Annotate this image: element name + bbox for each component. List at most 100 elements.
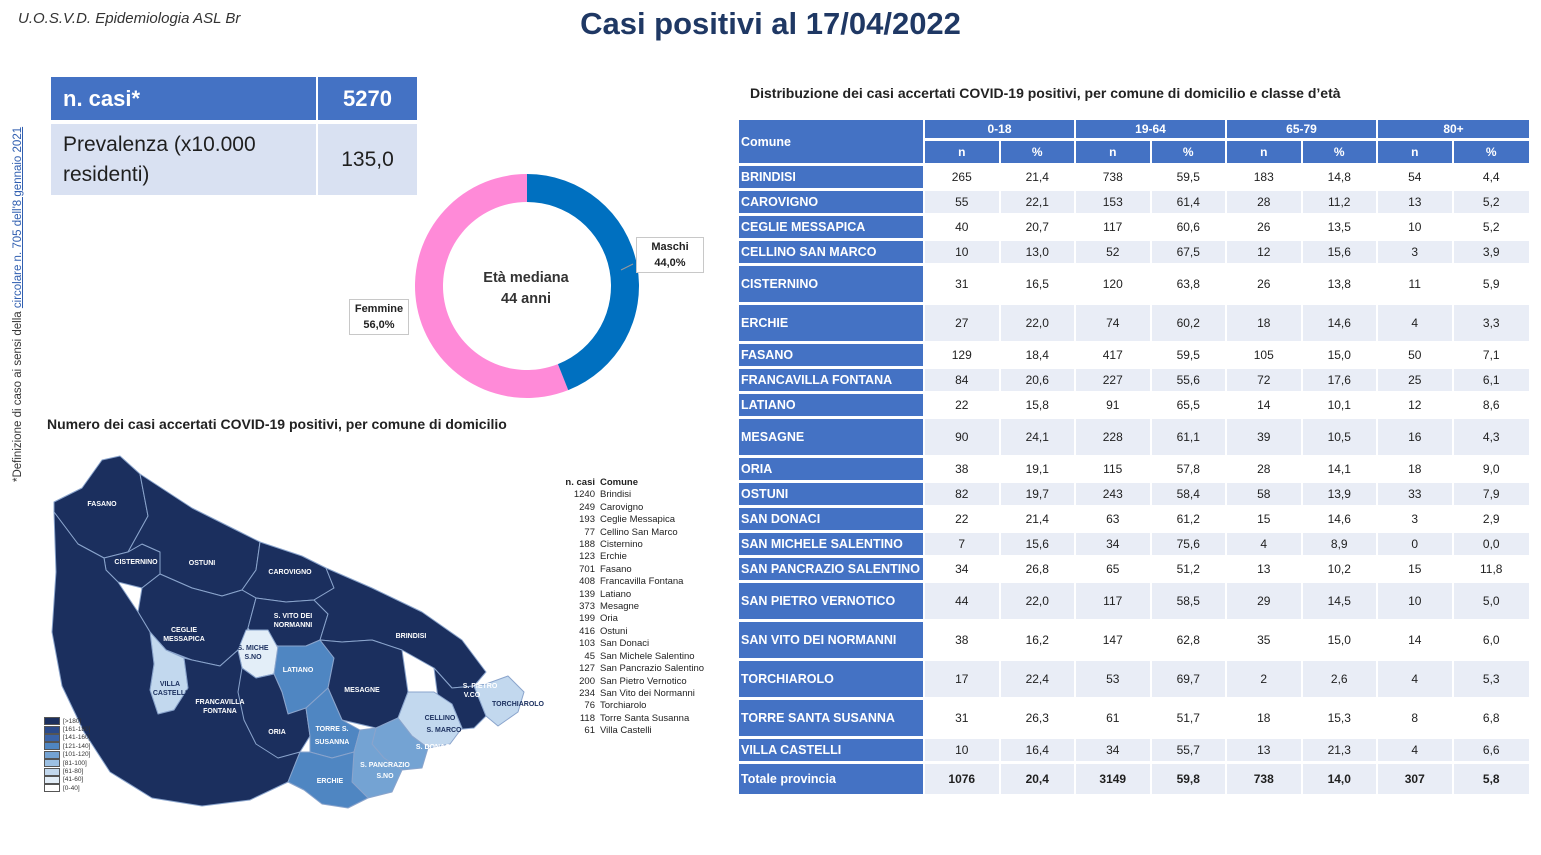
cell-pct: 3,3 bbox=[1453, 305, 1529, 344]
row-comune: CEGLIE MESSAPICA bbox=[739, 216, 925, 241]
map-case-list: n. casi Comune 1240 Brindisi 249 Carovigno 1… bbox=[565, 477, 704, 738]
row-comune: LATIANO bbox=[739, 394, 925, 419]
legend-label: [81-100] bbox=[63, 759, 87, 767]
cell-pct: 14,5 bbox=[1302, 583, 1378, 622]
cell-n: 10 bbox=[1378, 583, 1454, 622]
cell-n: 227 bbox=[1076, 369, 1152, 394]
cell-n: 105 bbox=[1227, 344, 1303, 369]
map-list-comune: Cisternino bbox=[600, 539, 643, 551]
footnote-link[interactable]: circolare n. 705 dell'8 gennaio 2021 bbox=[12, 126, 24, 309]
legend-swatch bbox=[44, 717, 60, 726]
cell-n: 120 bbox=[1076, 266, 1152, 305]
cell-n: 3 bbox=[1378, 241, 1454, 266]
prevalence-value: 135,0 bbox=[318, 124, 417, 195]
map-list-count: 45 bbox=[584, 650, 595, 662]
cell-pct: 9,0 bbox=[1453, 458, 1529, 483]
row-comune: CISTERNINO bbox=[739, 266, 925, 305]
map-list-comune: San Michele Salentino bbox=[600, 650, 695, 662]
cell-n: 22 bbox=[925, 394, 1001, 419]
cell-n: 17 bbox=[925, 661, 1001, 700]
group-0-18: 0-18 bbox=[925, 120, 1076, 141]
page-title: Casi positivi al 17/04/2022 bbox=[580, 6, 961, 41]
map-list-count: 200 bbox=[579, 675, 595, 687]
map-label-smichele-2: S.NO bbox=[244, 654, 262, 661]
cell-pct: 0,0 bbox=[1453, 533, 1529, 558]
cell-n: 82 bbox=[925, 483, 1001, 508]
cell-n: 90 bbox=[925, 419, 1001, 458]
cell-pct: 24,1 bbox=[1000, 419, 1076, 458]
map-list-count: 416 bbox=[579, 625, 595, 637]
cell-n: 31 bbox=[925, 700, 1001, 739]
map-list-count: 234 bbox=[579, 687, 595, 699]
cell-n: 12 bbox=[1378, 394, 1454, 419]
subheader-pct: % bbox=[1453, 141, 1529, 166]
cell-n: 27 bbox=[925, 305, 1001, 344]
cell-n: 10 bbox=[925, 739, 1001, 764]
map-label-mesagne: MESAGNE bbox=[344, 687, 380, 694]
footnote-text: *Definizione di caso ai sensi della bbox=[12, 308, 24, 482]
map-list-count: 1240 bbox=[573, 489, 595, 501]
map-region-torchiarolo bbox=[473, 675, 525, 727]
cell-pct: 6,6 bbox=[1453, 739, 1529, 764]
map-list-item: 234 San Vito dei Normanni bbox=[565, 688, 704, 700]
prevalence-label-line2: residenti) bbox=[63, 162, 150, 186]
total-pct: 20,4 bbox=[1000, 764, 1076, 797]
map-label-svito-1: S. VITO DEI bbox=[274, 613, 312, 620]
cell-n: 39 bbox=[1227, 419, 1303, 458]
map-label-torchiarolo: TORCHIAROLO bbox=[492, 701, 545, 708]
map-list-comune: Cellino San Marco bbox=[600, 526, 678, 538]
cell-n: 53 bbox=[1076, 661, 1152, 700]
donut-center-label: Età mediana 44 anni bbox=[446, 268, 606, 310]
cell-pct: 16,2 bbox=[1000, 622, 1076, 661]
table-row: FRANCAVILLA FONTANA 84 20,6 227 55,6 72 17,6 25… bbox=[739, 369, 1537, 394]
map-list-item: 200 San Pietro Vernotico bbox=[565, 676, 704, 688]
cell-pct: 58,5 bbox=[1151, 583, 1227, 622]
male-value: 44,0% bbox=[654, 257, 686, 269]
map-list-comune: Brindisi bbox=[600, 489, 632, 501]
cell-n: 129 bbox=[925, 344, 1001, 369]
row-comune: TORRE SANTA SUSANNA bbox=[739, 700, 925, 739]
cell-n: 38 bbox=[925, 458, 1001, 483]
map-list-item: 61 Villa Castelli bbox=[565, 725, 704, 737]
table-header: Comune 0-18 19-64 65-79 80+ n% n% n% n% bbox=[739, 120, 1537, 166]
group-header-row: 0-18 19-64 65-79 80+ bbox=[925, 120, 1529, 141]
legend-swatch bbox=[44, 750, 60, 759]
cell-pct: 51,7 bbox=[1151, 700, 1227, 739]
legend-label: [101-120] bbox=[63, 751, 91, 759]
map-list-comune: Mesagne bbox=[600, 601, 640, 613]
table-row: SAN PANCRAZIO SALENTINO 34 26,8 65 51,2 13 10,… bbox=[739, 558, 1537, 583]
row-comune: VILLA CASTELLI bbox=[739, 739, 925, 764]
cell-pct: 5,3 bbox=[1453, 661, 1529, 700]
table-row: OSTUNI 82 19,7 243 58,4 58 13,9 33 7,9 bbox=[739, 483, 1537, 508]
legend-label: [161-180] bbox=[63, 726, 91, 734]
col-groups: 0-18 19-64 65-79 80+ n% n% n% n% bbox=[925, 120, 1529, 166]
cell-pct: 20,7 bbox=[1000, 216, 1076, 241]
table-body: BRINDISI 265 21,4 738 59,5 183 14,8 54 4,4 CAROVI… bbox=[739, 166, 1537, 797]
map-label-villa-2: CASTELLI bbox=[153, 690, 187, 697]
map-list-count: 103 bbox=[579, 638, 595, 650]
cell-pct: 13,9 bbox=[1302, 483, 1378, 508]
cell-pct: 62,8 bbox=[1151, 622, 1227, 661]
cell-n: 0 bbox=[1378, 533, 1454, 558]
prevalence-label: Prevalenza (x10.000 residenti) bbox=[51, 124, 316, 195]
cell-pct: 14,8 bbox=[1302, 166, 1378, 191]
cell-n: 417 bbox=[1076, 344, 1152, 369]
table-row: ORIA 38 19,1 115 57,8 28 14,1 18 9,0 bbox=[739, 458, 1537, 483]
cell-n: 34 bbox=[1076, 739, 1152, 764]
cell-n: 7 bbox=[925, 533, 1001, 558]
cases-label: n. casi* bbox=[51, 77, 316, 120]
cell-pct: 2,6 bbox=[1302, 661, 1378, 700]
cell-pct: 26,3 bbox=[1000, 700, 1076, 739]
map-list-count: 118 bbox=[579, 712, 595, 724]
cell-pct: 22,4 bbox=[1000, 661, 1076, 700]
cell-n: 18 bbox=[1227, 700, 1303, 739]
cell-n: 28 bbox=[1227, 191, 1303, 216]
table-row: VILLA CASTELLI 10 16,4 34 55,7 13 21,3 4 6,6 bbox=[739, 739, 1537, 764]
cell-n: 228 bbox=[1076, 419, 1152, 458]
map-list-comune: Torchiarolo bbox=[600, 700, 647, 712]
cell-n: 26 bbox=[1227, 266, 1303, 305]
map-list-item: 408 Francavilla Fontana bbox=[565, 576, 704, 588]
cell-n: 243 bbox=[1076, 483, 1152, 508]
row-comune: SAN VITO DEI NORMANNI bbox=[739, 622, 925, 661]
cell-n: 52 bbox=[1076, 241, 1152, 266]
